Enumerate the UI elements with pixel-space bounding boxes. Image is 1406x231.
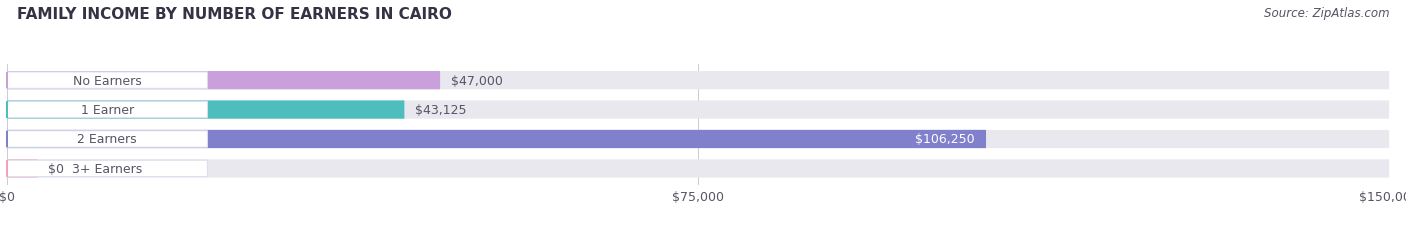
Text: FAMILY INCOME BY NUMBER OF EARNERS IN CAIRO: FAMILY INCOME BY NUMBER OF EARNERS IN CA… xyxy=(17,7,451,22)
FancyBboxPatch shape xyxy=(7,160,38,178)
FancyBboxPatch shape xyxy=(7,101,405,119)
FancyBboxPatch shape xyxy=(7,73,208,89)
Text: 3+ Earners: 3+ Earners xyxy=(72,162,142,175)
FancyBboxPatch shape xyxy=(7,160,1389,178)
Text: Source: ZipAtlas.com: Source: ZipAtlas.com xyxy=(1264,7,1389,20)
FancyBboxPatch shape xyxy=(7,72,1389,90)
FancyBboxPatch shape xyxy=(7,102,208,118)
Text: $47,000: $47,000 xyxy=(451,74,503,87)
FancyBboxPatch shape xyxy=(7,72,440,90)
Text: No Earners: No Earners xyxy=(73,74,142,87)
Text: $106,250: $106,250 xyxy=(915,133,974,146)
Text: 2 Earners: 2 Earners xyxy=(77,133,136,146)
Text: 1 Earner: 1 Earner xyxy=(80,104,134,117)
FancyBboxPatch shape xyxy=(7,131,208,148)
FancyBboxPatch shape xyxy=(7,130,1389,149)
Text: $43,125: $43,125 xyxy=(415,104,467,117)
FancyBboxPatch shape xyxy=(7,130,986,149)
Text: $0: $0 xyxy=(48,162,65,175)
FancyBboxPatch shape xyxy=(7,101,1389,119)
FancyBboxPatch shape xyxy=(7,161,208,177)
